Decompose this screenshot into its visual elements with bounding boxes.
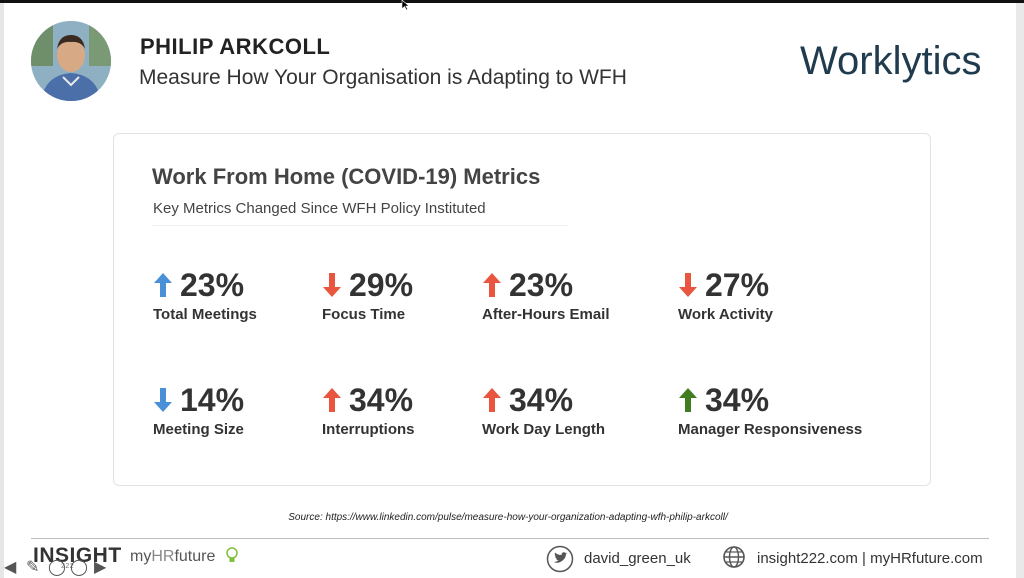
card-divider bbox=[152, 225, 568, 226]
myhrfuture-logo: myHRfuture bbox=[130, 548, 215, 566]
metric-value: 23% bbox=[180, 267, 245, 303]
website-links[interactable]: insight222.com | myHRfuture.com bbox=[757, 550, 983, 567]
pen-icon[interactable]: ✎ bbox=[26, 559, 40, 576]
metric-label: Manager Responsiveness bbox=[678, 421, 863, 438]
metric-value: 29% bbox=[349, 267, 414, 303]
arrow-down-icon bbox=[323, 273, 341, 297]
myhrfuture-logo-suffix: future bbox=[174, 548, 216, 565]
insight222-logo: INSIGHT 222 bbox=[33, 544, 122, 570]
metric-tile: 27% Work Activity bbox=[678, 268, 898, 338]
metric-label: Work Activity bbox=[678, 306, 774, 323]
top-bar bbox=[0, 0, 1024, 3]
lightbulb-icon bbox=[226, 547, 238, 562]
metric-label: Interruptions bbox=[322, 421, 415, 438]
metric-tile: 34% Work Day Length bbox=[482, 383, 702, 453]
source-citation: Source: https://www.linkedin.com/pulse/m… bbox=[288, 512, 728, 523]
worklytics-logo: Worklytics bbox=[800, 36, 990, 88]
metric-tile: 34% Manager Responsiveness bbox=[678, 383, 898, 453]
zoom-icon[interactable]: ◯ bbox=[48, 559, 66, 576]
twitter-icon[interactable] bbox=[546, 545, 574, 573]
metric-label: Focus Time bbox=[322, 306, 406, 323]
arrow-up-icon bbox=[154, 273, 172, 297]
previous-slide-icon[interactable]: ◀ bbox=[4, 559, 17, 576]
globe-icon[interactable] bbox=[722, 545, 746, 569]
myhrfuture-logo-prefix: my bbox=[130, 548, 152, 565]
arrow-up-icon bbox=[679, 388, 697, 412]
twitter-handle[interactable]: david_green_uk bbox=[584, 550, 691, 567]
metric-tile: 23% Total Meetings bbox=[153, 268, 373, 338]
talk-title: Measure How Your Organisation is Adaptin… bbox=[139, 66, 627, 89]
metric-label: After-Hours Email bbox=[482, 306, 610, 323]
metric-tile: 29% Focus Time bbox=[322, 268, 542, 338]
metric-label: Total Meetings bbox=[153, 306, 257, 323]
metric-value: 34% bbox=[349, 382, 414, 418]
metric-value: 34% bbox=[509, 382, 574, 418]
arrow-up-icon bbox=[483, 273, 501, 297]
metric-value: 34% bbox=[705, 382, 770, 418]
slide-navigation: ◀ ✎ ◯ ◯ ▶ bbox=[0, 555, 112, 578]
speaker-name: PHILIP ARKCOLL bbox=[140, 34, 331, 59]
insight222-logo-sub: 222 bbox=[61, 563, 75, 570]
person-photo-icon bbox=[31, 21, 111, 101]
metric-tile: 23% After-Hours Email bbox=[482, 268, 702, 338]
arrow-down-icon bbox=[679, 273, 697, 297]
arrow-up-icon bbox=[323, 388, 341, 412]
svg-text:Worklytics: Worklytics bbox=[800, 39, 981, 83]
card-title: Work From Home (COVID-19) Metrics bbox=[152, 164, 541, 189]
metrics-card bbox=[113, 133, 931, 486]
footer-divider bbox=[31, 538, 989, 539]
arrow-up-icon bbox=[483, 388, 501, 412]
card-subtitle: Key Metrics Changed Since WFH Policy Ins… bbox=[153, 200, 486, 217]
myhrfuture-logo-hr: HR bbox=[151, 548, 175, 565]
next-slide-icon[interactable]: ▶ bbox=[94, 559, 107, 576]
metric-tile: 14% Meeting Size bbox=[153, 383, 373, 453]
metric-label: Work Day Length bbox=[482, 421, 606, 438]
right-edge bbox=[1016, 3, 1024, 578]
left-edge bbox=[0, 3, 4, 578]
speaker-avatar bbox=[31, 21, 111, 101]
mouse-cursor-icon bbox=[401, 0, 410, 10]
menu-icon[interactable]: ◯ bbox=[70, 559, 88, 576]
metric-label: Meeting Size bbox=[153, 421, 244, 438]
arrow-down-icon bbox=[154, 388, 172, 412]
metric-value: 27% bbox=[705, 267, 770, 303]
metric-tile: 34% Interruptions bbox=[322, 383, 542, 453]
metric-value: 23% bbox=[509, 267, 574, 303]
insight222-logo-text: INSIGHT bbox=[33, 544, 122, 567]
metric-value: 14% bbox=[180, 382, 245, 418]
